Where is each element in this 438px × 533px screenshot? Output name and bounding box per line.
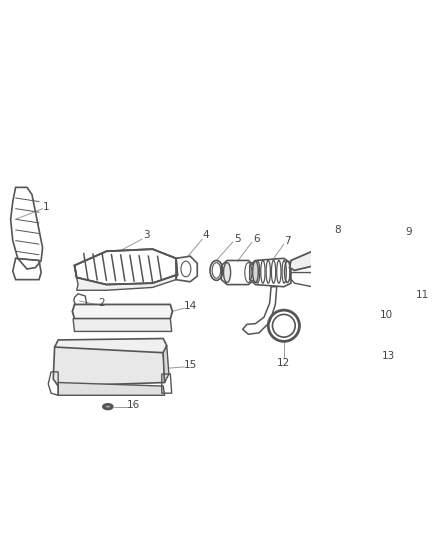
Polygon shape — [163, 345, 169, 383]
Ellipse shape — [253, 261, 258, 282]
Polygon shape — [73, 319, 172, 332]
Polygon shape — [53, 347, 165, 386]
Text: 3: 3 — [143, 230, 149, 240]
Ellipse shape — [105, 405, 111, 408]
Polygon shape — [362, 251, 404, 296]
Text: 7: 7 — [284, 236, 291, 246]
Ellipse shape — [223, 263, 231, 282]
Text: 1: 1 — [43, 201, 49, 212]
Ellipse shape — [400, 313, 409, 333]
Text: 6: 6 — [254, 234, 260, 244]
Polygon shape — [55, 338, 167, 354]
Text: 14: 14 — [184, 301, 197, 311]
Text: 8: 8 — [335, 225, 341, 235]
Polygon shape — [412, 301, 438, 351]
Text: 16: 16 — [127, 400, 140, 410]
Text: 4: 4 — [202, 230, 209, 240]
Polygon shape — [290, 248, 369, 270]
Polygon shape — [72, 304, 173, 319]
Ellipse shape — [103, 404, 113, 409]
Polygon shape — [395, 328, 409, 343]
Text: 9: 9 — [406, 227, 412, 237]
Text: 10: 10 — [379, 310, 392, 320]
Text: 13: 13 — [382, 351, 396, 360]
Text: 15: 15 — [184, 360, 197, 370]
Text: 5: 5 — [234, 234, 240, 244]
Polygon shape — [74, 265, 177, 290]
Text: 11: 11 — [416, 289, 430, 300]
Text: 2: 2 — [98, 298, 105, 308]
Polygon shape — [58, 383, 165, 395]
Text: 12: 12 — [277, 358, 290, 368]
